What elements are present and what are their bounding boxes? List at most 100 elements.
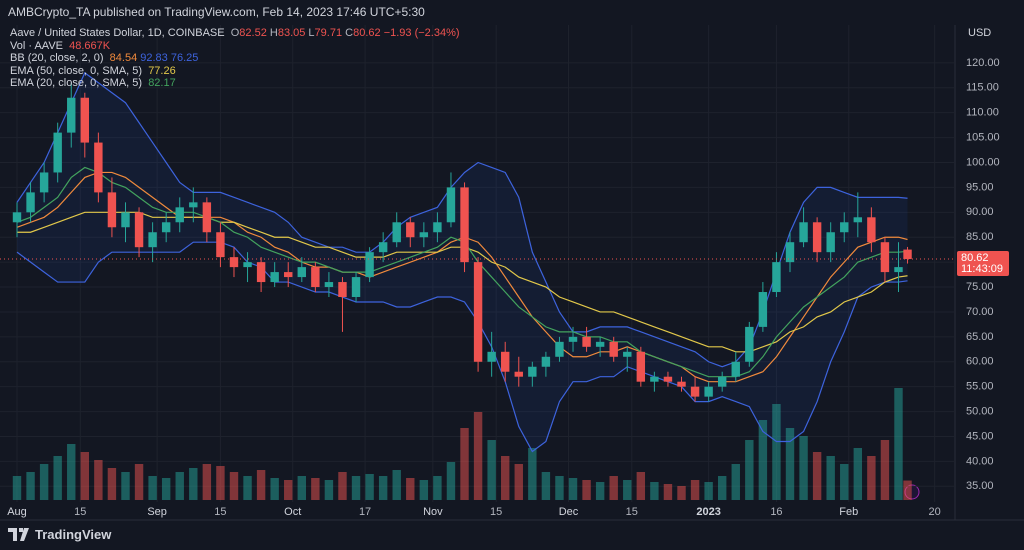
indicator-value: 84.54	[109, 52, 138, 65]
x-tick-label: 20	[929, 506, 941, 518]
volume-bar	[636, 472, 646, 500]
candle-body	[501, 351, 510, 372]
volume-bar	[528, 448, 537, 500]
volume-bar	[229, 472, 239, 500]
volume-bar	[582, 480, 591, 500]
volume-bar	[704, 482, 713, 500]
volume-bar	[568, 478, 578, 500]
candle-body	[134, 212, 144, 248]
volume-bar	[392, 470, 401, 500]
volume-bar	[487, 440, 496, 500]
candle-body	[677, 381, 686, 387]
candle-body	[351, 277, 361, 298]
change: −1.93 (−2.34%)	[383, 27, 460, 39]
volume-bar	[623, 480, 632, 500]
volume-bar	[609, 476, 618, 500]
y-tick-label: 75.00	[966, 281, 994, 293]
ohlc-label: H	[269, 27, 278, 39]
volume-bar	[903, 480, 912, 500]
candle-body	[80, 97, 90, 143]
volume-bar	[189, 468, 198, 500]
candle-body	[12, 212, 22, 223]
candle-body	[378, 242, 388, 253]
price-tag	[957, 251, 1009, 277]
volume-bar	[270, 478, 279, 500]
candle-body	[514, 371, 523, 377]
volume-bar	[812, 452, 822, 500]
candle-body	[460, 187, 469, 263]
legend-row: BB (20, close, 2, 0) 84.54 92.83 76.25	[10, 52, 460, 65]
ohlc-value: 80.62	[353, 27, 381, 39]
y-tick-label: 35.00	[966, 480, 994, 492]
candle-body	[39, 172, 49, 193]
volume-bar	[53, 456, 62, 500]
volume-bar	[433, 476, 442, 500]
volume-bar	[365, 474, 374, 500]
volume-bar	[867, 456, 876, 500]
indicator-value: 92.83	[140, 52, 168, 65]
volume-bar	[311, 478, 320, 500]
ohlc-value: 79.71	[314, 27, 343, 39]
ohlc-value: 82.52	[239, 27, 267, 39]
volume-value: 48.667K	[69, 39, 111, 52]
candle-body	[595, 341, 605, 347]
candle-body	[636, 351, 646, 382]
candle-body	[903, 249, 912, 260]
x-tick-label: 2023	[696, 506, 720, 518]
candle-body	[840, 222, 849, 233]
volume-bar	[826, 456, 835, 500]
volume-bar	[243, 476, 252, 500]
y-tick-label: 85.00	[966, 231, 994, 243]
volume-bar	[419, 480, 429, 500]
x-tick-label: Aug	[7, 506, 27, 518]
published-line: AMBCrypto_TA published on TradingView.co…	[8, 5, 425, 19]
candle-body	[609, 341, 618, 357]
candle-body	[745, 326, 754, 362]
volume-bar	[840, 464, 849, 500]
y-tick-label: 70.00	[966, 306, 994, 318]
y-tick-label: 45.00	[966, 430, 994, 442]
candle-body	[311, 267, 320, 288]
indicator-name: EMA (20, close, 0, SMA, 5)	[10, 77, 143, 90]
candle-body	[148, 232, 157, 248]
candle-body	[717, 376, 727, 387]
ohlc-value: 83.05	[277, 27, 306, 39]
volume-bar	[216, 466, 225, 500]
price-tag-countdown: 11:43:09	[961, 263, 1003, 275]
volume-bar	[284, 480, 293, 500]
x-tick-label: 15	[214, 506, 226, 518]
volume-bar	[39, 464, 49, 500]
candle-body	[189, 202, 198, 208]
y-tick-label: 50.00	[966, 405, 994, 417]
candle-body	[229, 257, 239, 268]
footer: TradingView	[8, 527, 111, 542]
currency: USD	[968, 27, 992, 39]
candle-body	[365, 252, 374, 278]
candle-body	[473, 262, 483, 362]
candle-body	[582, 336, 591, 347]
x-tick-label: 17	[359, 506, 371, 518]
volume-bar	[650, 482, 659, 500]
candle-body	[26, 192, 35, 213]
candle-body	[568, 336, 578, 342]
volume-bar	[501, 456, 510, 500]
candle-body	[107, 192, 117, 228]
legend-row: EMA (50, close, 0, SMA, 5) 77.26	[10, 65, 460, 78]
volume-bar	[26, 472, 35, 500]
candle-body	[284, 272, 293, 278]
volume-bar	[880, 440, 890, 500]
volume-bar	[663, 484, 673, 500]
volume-bar	[161, 478, 171, 500]
candle-body	[270, 272, 279, 283]
candle-body	[297, 267, 306, 278]
volume-bar	[785, 428, 795, 500]
indicator-value: 77.26	[148, 64, 176, 77]
candle-body	[623, 351, 632, 357]
volume-bar	[121, 472, 130, 500]
candle-body	[812, 222, 822, 253]
volume-bar	[446, 462, 456, 500]
volume-bar	[460, 428, 469, 500]
volume-bar	[690, 480, 700, 500]
indicator-value: 82.17	[148, 77, 176, 90]
